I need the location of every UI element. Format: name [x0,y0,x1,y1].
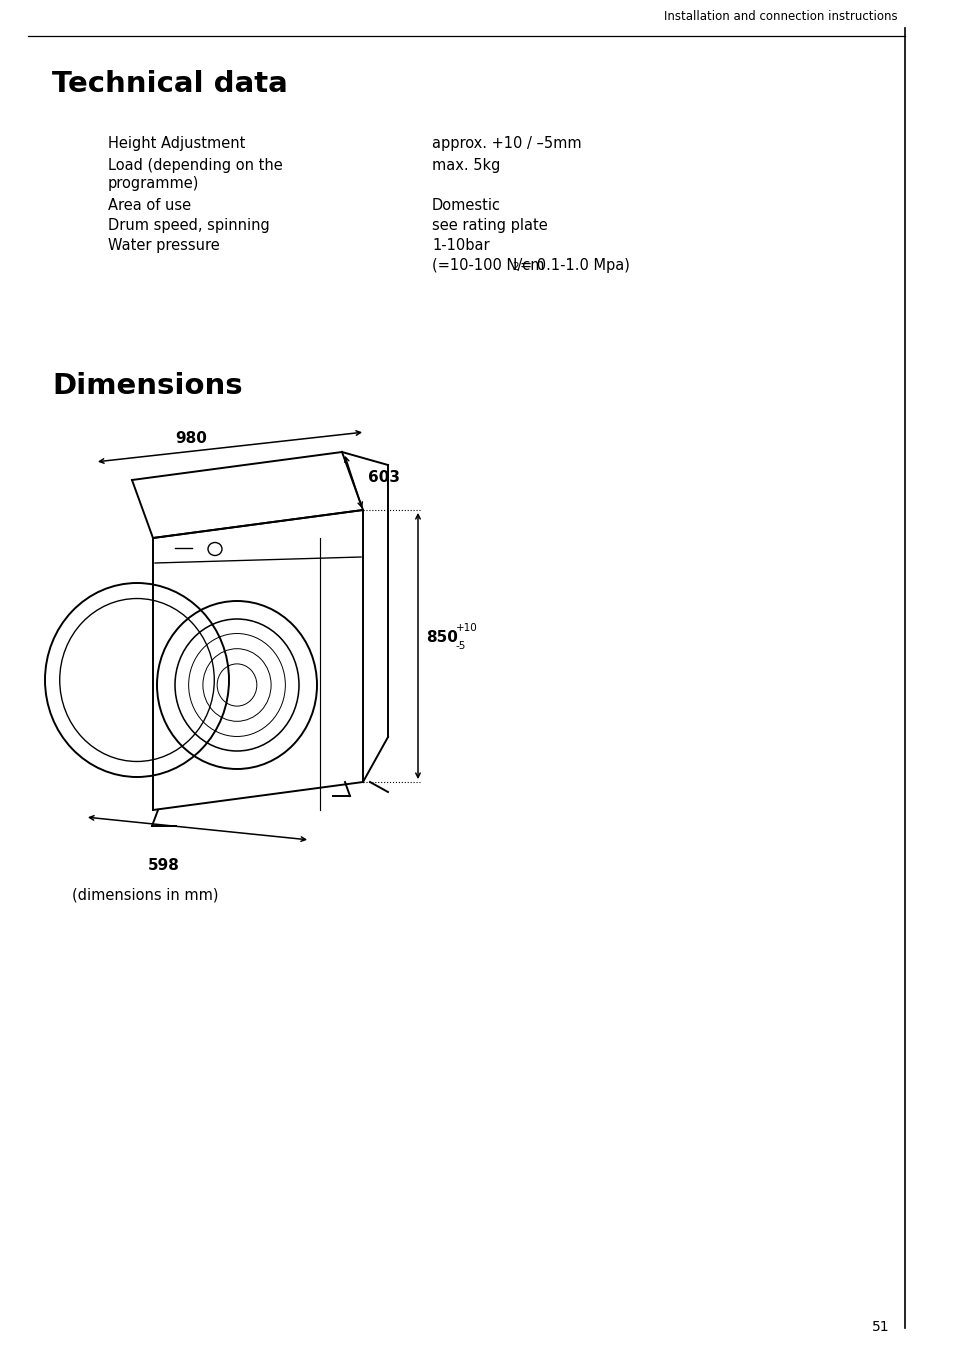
Text: see rating plate: see rating plate [432,218,547,233]
Text: 850: 850 [426,630,457,645]
Text: -5: -5 [456,641,466,652]
Text: 1-10bar: 1-10bar [432,238,489,253]
Text: (dimensions in mm): (dimensions in mm) [71,888,218,903]
Text: +10: +10 [456,623,477,633]
Text: 603: 603 [368,470,399,485]
Text: 598: 598 [148,859,180,873]
Text: Load (depending on the: Load (depending on the [108,158,282,173]
Text: = 0.1-1.0 Mpa): = 0.1-1.0 Mpa) [519,258,629,273]
Text: (=10-100 N/cm: (=10-100 N/cm [432,258,544,273]
Text: max. 5kg: max. 5kg [432,158,500,173]
Text: Domestic: Domestic [432,197,500,214]
Text: Installation and connection instructions: Installation and connection instructions [663,9,897,23]
Text: approx. +10 / –5mm: approx. +10 / –5mm [432,137,581,151]
Text: programme): programme) [108,176,199,191]
Text: Technical data: Technical data [52,70,288,97]
Text: 51: 51 [871,1320,889,1334]
Text: Water pressure: Water pressure [108,238,219,253]
Text: Drum speed, spinning: Drum speed, spinning [108,218,270,233]
Text: Area of use: Area of use [108,197,191,214]
Text: Dimensions: Dimensions [52,372,242,400]
Text: 980: 980 [174,431,207,446]
Text: 2: 2 [512,262,518,272]
Text: Height Adjustment: Height Adjustment [108,137,245,151]
